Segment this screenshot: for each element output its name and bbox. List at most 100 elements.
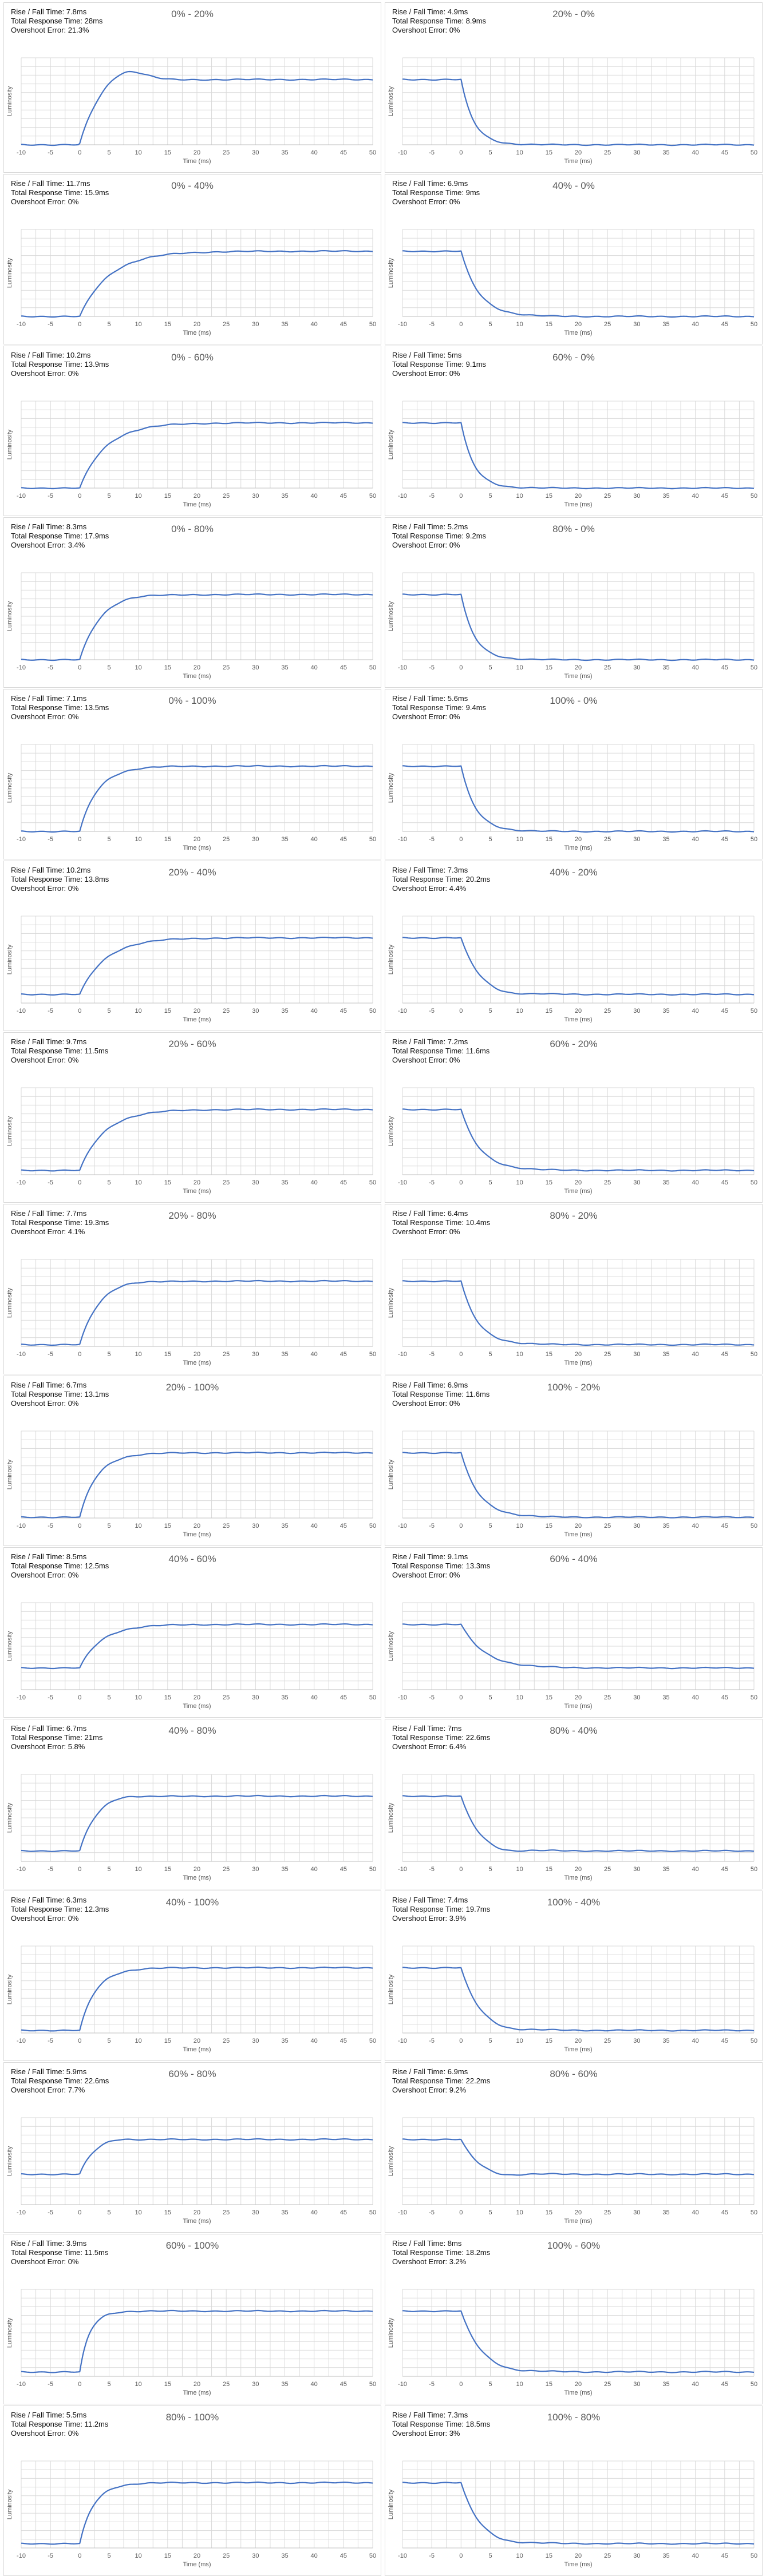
x-axis-label: Time (ms) [183,1874,211,1881]
x-tick-label: 0 [459,1008,463,1014]
luminosity-curve [21,1794,373,1852]
stat-overshoot: Overshoot Error: 0% [11,1399,79,1408]
x-tick-label: 0 [459,1179,463,1186]
x-tick-label: 25 [604,1351,611,1358]
x-tick-label: -5 [48,149,53,156]
x-tick-label: 35 [662,2209,669,2216]
x-tick-label: -5 [48,1008,53,1014]
stat-rise-fall: Rise / Fall Time: 5ms [392,351,462,359]
stat-rise-fall: Rise / Fall Time: 5.6ms [392,694,468,703]
x-tick-label: -5 [48,2209,53,2216]
chart-svg: -10 -5 0 5 10 15 20 25 30 35 40 45 50 Time (ms) Lumino… [388,229,757,336]
x-tick-label: 0 [78,1694,81,1701]
x-tick-label: 40 [311,493,318,500]
x-tick-label: 0 [459,2381,463,2388]
stat-rise-fall: Rise / Fall Time: 6.4ms [392,1209,468,1218]
x-axis-label: Time (ms) [564,845,592,851]
stat-overshoot: Overshoot Error: 0% [11,712,79,721]
response-stats: Rise / Fall Time: 6.9ms Total Response Ti… [392,1381,489,1408]
chart-svg: -10 -5 0 5 10 15 20 25 30 35 40 45 50 Time (ms) Lumino… [6,1602,376,1710]
stat-overshoot: Overshoot Error: 0% [11,2257,79,2266]
x-tick-label: 30 [252,1694,259,1701]
chart-svg: -10 -5 0 5 10 15 20 25 30 35 40 45 50 Time (ms) Lumino… [388,1602,757,1710]
x-axis-label: Time (ms) [564,1874,592,1881]
x-tick-label: 25 [604,493,611,500]
x-tick-label: -5 [48,493,53,500]
chart-title: 0% - 100% [168,695,216,706]
x-tick-label: -10 [398,2038,407,2044]
stat-rise-fall: Rise / Fall Time: 3.9ms [11,2239,87,2248]
stat-overshoot: Overshoot Error: 9.2% [392,2086,467,2094]
chart-svg: -10 -5 0 5 10 15 20 25 30 35 40 45 50 Time (ms) Lumino… [388,2117,757,2225]
chart-panel: Rise / Fall Time: 7.3ms Total Response Ti… [385,861,763,1031]
x-tick-label: 10 [516,1523,523,1529]
x-tick-label: 50 [751,1523,757,1529]
x-tick-label: 15 [546,836,552,843]
x-tick-label: 25 [223,1008,230,1014]
x-axis-label: Time (ms) [564,1360,592,1366]
x-tick-label: 20 [575,1866,582,1873]
chart-panel: Rise / Fall Time: 10.2ms Total Response T… [3,346,381,516]
x-tick-label: 20 [194,1694,200,1701]
y-axis-label: Luminosity [6,772,13,803]
x-tick-label: 15 [164,2209,171,2216]
stat-rise-fall: Rise / Fall Time: 6.9ms [392,179,468,188]
x-axis-label: Time (ms) [183,1531,211,1538]
stat-rise-fall: Rise / Fall Time: 6.3ms [11,1896,87,1904]
x-tick-label: 45 [340,2209,347,2216]
chart-title: 100% - 60% [547,2240,601,2251]
x-tick-label: 20 [575,1179,582,1186]
x-tick-label: 0 [459,2038,463,2044]
y-axis-label: Luminosity [6,2317,13,2348]
x-tick-label: 50 [369,2553,376,2559]
x-tick-label: 30 [633,1694,640,1701]
stat-total: Total Response Time: 11.2ms [11,2420,109,2428]
stat-total: Total Response Time: 11.6ms [392,1047,490,1055]
chart-svg: -10 -5 0 5 10 15 20 25 30 35 40 45 50 Time (ms) Lumino… [388,1774,757,1881]
chart-svg: -10 -5 0 5 10 15 20 25 30 35 40 45 50 Time (ms) Lumino… [6,1259,376,1366]
x-tick-label: 5 [107,2038,110,2044]
stat-rise-fall: Rise / Fall Time: 10.2ms [11,866,91,874]
chart-panel: Rise / Fall Time: 7.4ms Total Response Ti… [385,1891,763,2061]
x-tick-label: 20 [194,664,200,671]
x-tick-label: 35 [281,2381,288,2388]
chart-title: 80% - 60% [550,2068,598,2079]
x-tick-label: 50 [369,321,376,328]
x-tick-label: 0 [459,836,463,843]
x-tick-label: 40 [692,1866,699,1873]
x-tick-label: 50 [369,149,376,156]
x-tick-label: 40 [311,1179,318,1186]
x-tick-label: 35 [662,1008,669,1014]
x-tick-label: 35 [662,493,669,500]
x-tick-label: -10 [17,1351,26,1358]
stat-overshoot: Overshoot Error: 0% [392,1399,460,1408]
x-tick-label: 5 [488,1523,492,1529]
stat-total: Total Response Time: 17.9ms [11,532,109,540]
x-tick-label: -10 [398,149,407,156]
x-tick-label: -10 [398,1179,407,1186]
x-tick-label: 5 [488,1866,492,1873]
x-tick-label: 50 [751,836,757,843]
x-tick-label: 50 [751,149,757,156]
x-tick-label: 30 [633,2553,640,2559]
x-tick-label: 40 [692,149,699,156]
x-tick-label: 50 [369,1523,376,1529]
x-tick-label: -5 [48,1179,53,1186]
x-tick-label: 50 [369,2381,376,2388]
x-axis-label: Time (ms) [183,330,211,336]
y-axis-label: Luminosity [6,1974,13,2004]
stat-rise-fall: Rise / Fall Time: 7.4ms [392,1896,468,1904]
chart-svg: -10 -5 0 5 10 15 20 25 30 35 40 45 50 Time (ms) Lumino… [6,57,376,165]
stat-total: Total Response Time: 13.1ms [11,1390,109,1398]
stat-overshoot: Overshoot Error: 0% [392,1571,460,1579]
chart-svg: -10 -5 0 5 10 15 20 25 30 35 40 45 50 Time (ms) Lumino… [6,1430,376,1538]
response-stats: Rise / Fall Time: 8ms Total Response Time… [392,2239,490,2266]
x-tick-label: 15 [546,1866,552,1873]
x-tick-label: 30 [252,149,259,156]
x-tick-label: 40 [311,321,318,328]
stat-rise-fall: Rise / Fall Time: 6.9ms [392,2067,468,2076]
chart-title: 60% - 20% [550,1039,598,1049]
x-tick-label: 15 [546,321,552,328]
x-tick-label: 50 [369,2209,376,2216]
x-tick-label: 20 [194,2381,200,2388]
